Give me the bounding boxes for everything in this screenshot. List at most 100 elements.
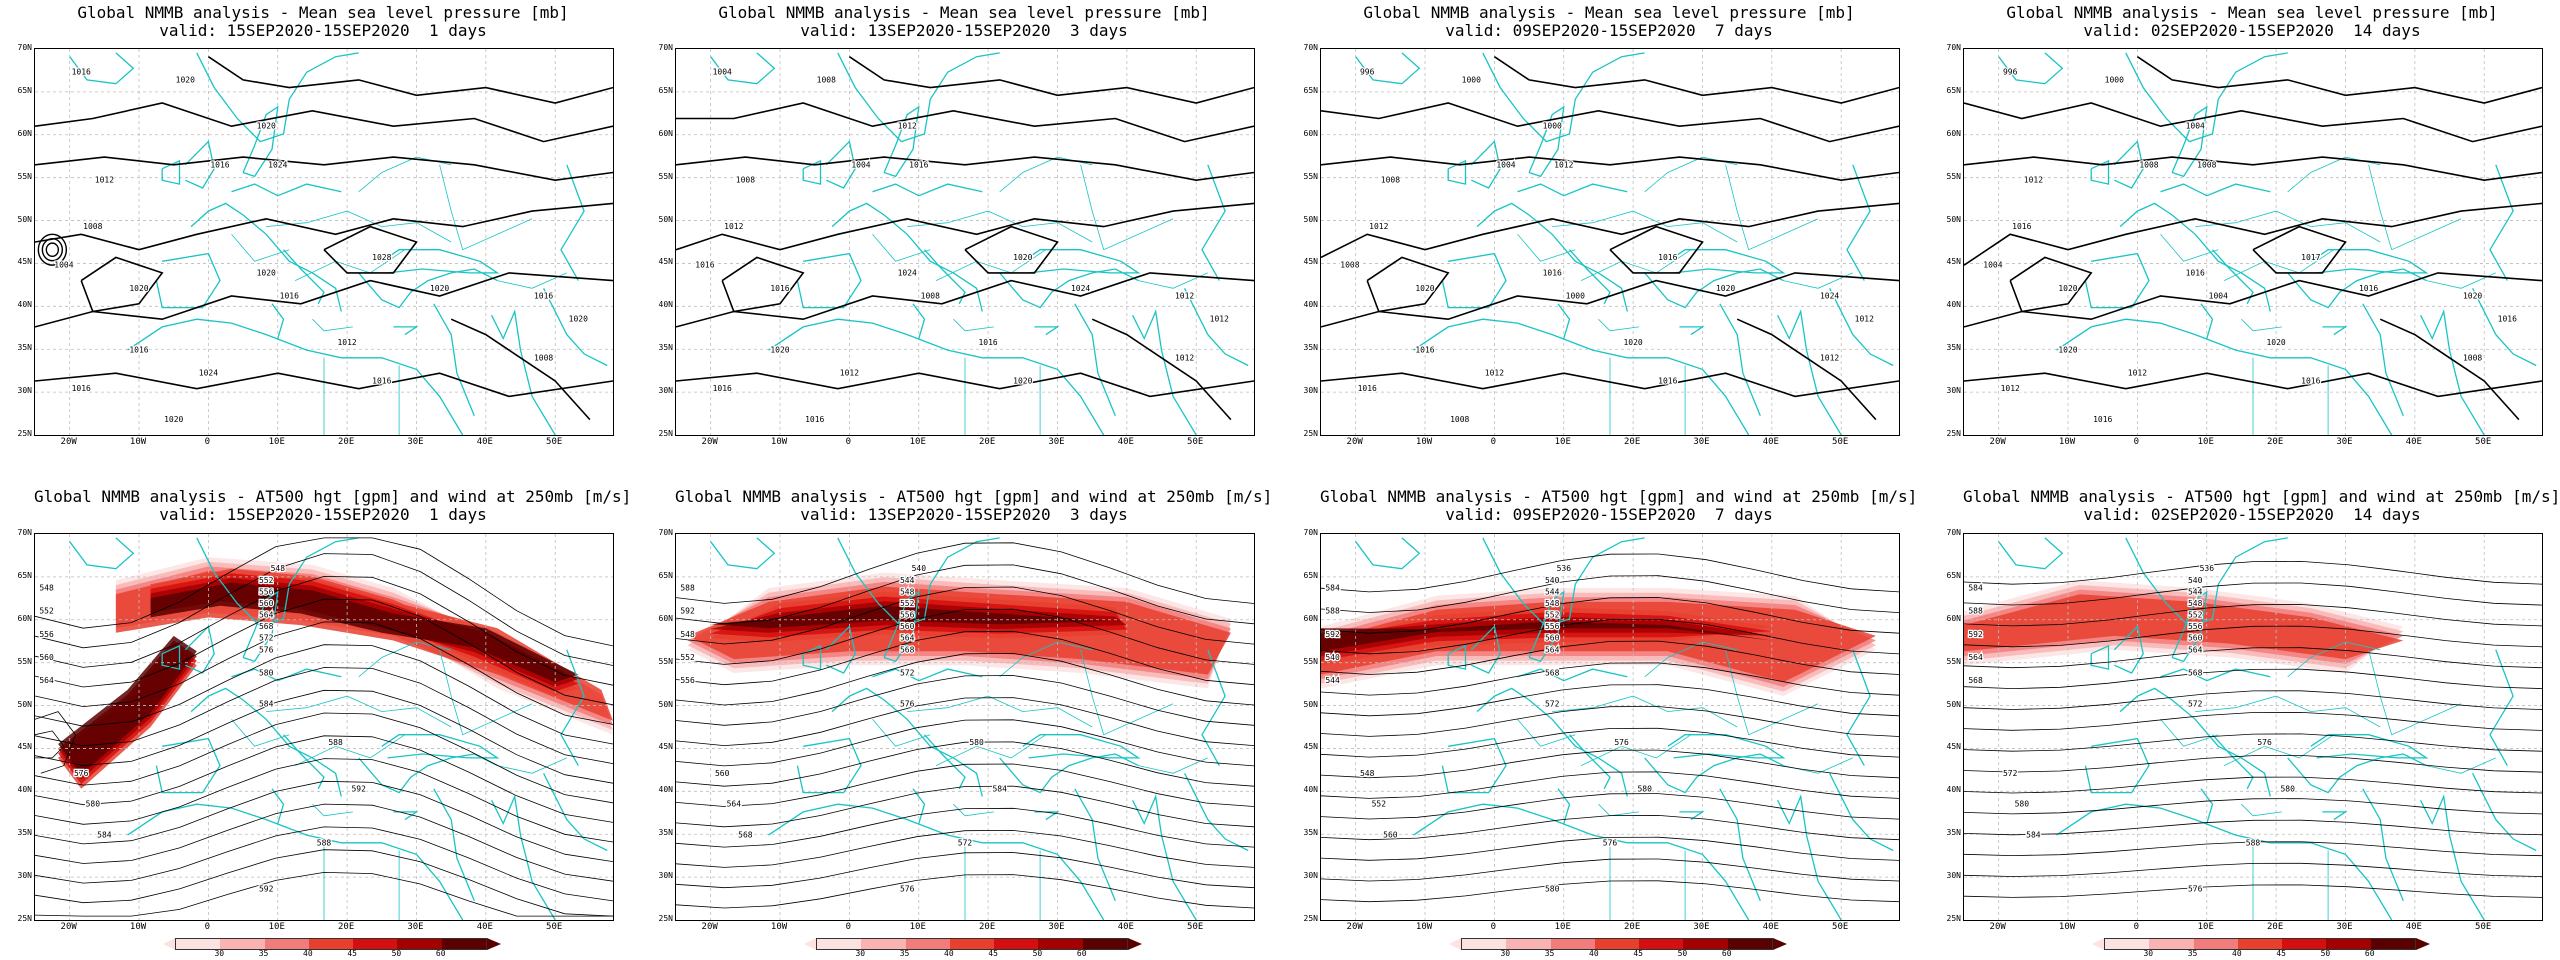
country-border	[1517, 234, 1576, 262]
country-border	[953, 803, 994, 817]
height-contour	[1321, 836, 1899, 861]
contour-label: 548	[900, 587, 915, 596]
longitude-label: 30E	[2336, 437, 2353, 447]
coastline	[1998, 52, 2064, 85]
coastline	[831, 202, 983, 312]
latitude-label: 60N	[658, 128, 673, 138]
height-contour	[676, 564, 1254, 625]
coastline	[161, 159, 181, 185]
contour-label: 536	[2200, 564, 2215, 573]
contour-label: 564	[39, 676, 54, 685]
coastline	[831, 687, 983, 797]
latitude-label: 50N	[17, 214, 32, 224]
contour-label: 1012	[1855, 315, 1874, 324]
contour-label: 548	[680, 630, 695, 639]
coastline	[1528, 105, 1565, 178]
colorbar-bar	[2104, 938, 2416, 950]
coastline	[190, 687, 342, 797]
coastline	[1829, 773, 1894, 852]
isobar	[35, 156, 613, 182]
coastline	[1355, 537, 1421, 570]
longitude-label: 10W	[1415, 922, 1433, 932]
latitude-label: 30N	[17, 386, 32, 396]
height-contour	[1321, 749, 1899, 779]
contour-label: 1016	[2498, 315, 2517, 324]
longitude-label: 40E	[1762, 437, 1779, 447]
coastline	[2056, 803, 2393, 920]
map-area: 548 552 556 560 564 568 572 576 580 584 588 592 548 5…	[34, 533, 614, 921]
coastline	[1022, 249, 1141, 274]
country-border	[231, 719, 290, 747]
coastline	[283, 249, 325, 305]
latitude-label: 30N	[1303, 871, 1318, 881]
coastline	[2212, 249, 2254, 305]
contour-label: 552	[2188, 611, 2203, 620]
contour-label: 1008	[2197, 160, 2216, 169]
coastline	[1644, 268, 1784, 309]
coastline	[1447, 159, 1467, 185]
contour-label: 548	[39, 584, 54, 593]
height-contour	[676, 874, 1254, 909]
latitude-label: 25N	[658, 914, 673, 923]
coastline	[1679, 326, 1705, 336]
country-border	[953, 318, 994, 332]
wind-speed-shading	[115, 571, 613, 721]
height-contour	[676, 542, 1254, 604]
latitude-label: 70N	[17, 43, 32, 52]
colorbar-segment	[2193, 939, 2238, 949]
contour-label: 1012	[1210, 315, 1229, 324]
contour-label: 1020	[257, 122, 276, 131]
latitude-label: 45N	[658, 257, 673, 267]
colorbar-tick-label: 45	[988, 949, 998, 958]
coastline	[2200, 303, 2214, 339]
latitude-label: 35N	[17, 828, 32, 838]
colorbar-tick-label: 60	[2364, 949, 2375, 958]
low-pressure-center	[37, 233, 68, 266]
coastline	[825, 625, 856, 674]
contour-label: 588	[680, 584, 695, 593]
contour-label: 1012	[724, 222, 743, 231]
panel-title: Global NMMB analysis - AT500 hgt [gpm] a…	[34, 487, 632, 506]
latitude-label: 55N	[1946, 171, 1961, 181]
map-canvas: 1004 1008 1012 1004 1008 1012 1016 1016 1020 1024…	[676, 49, 1254, 435]
latitude-label: 35N	[1303, 828, 1318, 838]
country-border	[907, 210, 1093, 243]
contour-label: 560	[259, 599, 274, 608]
coastline	[1201, 649, 1226, 766]
height-contour	[676, 763, 1254, 807]
isobar	[35, 372, 613, 398]
panel-valid-period: valid: 02SEP2020-15SEP2020 14 days	[2083, 505, 2421, 524]
colorbar-tick-label: 35	[899, 949, 910, 958]
coastline	[1667, 249, 1786, 274]
latitude-label: 55N	[1946, 656, 1961, 666]
country-border	[2368, 164, 2462, 251]
colorbar-segment	[1550, 939, 1595, 949]
colorbar-segment	[861, 939, 906, 949]
contour-label: 1020	[176, 75, 195, 84]
coastline	[358, 753, 498, 794]
colorbar-segment	[1082, 939, 1127, 949]
longitude-label: 10E	[1554, 922, 1571, 932]
longitude-label: 30E	[1693, 437, 1710, 447]
panel-title: Global NMMB analysis - AT500 hgt [gpm] a…	[1320, 487, 1918, 506]
map-canvas: 996 1000 1004 1008 1012 1016 1004 1008 1017 1016 1…	[1964, 49, 2542, 435]
longitude-label: 0	[1490, 922, 1497, 932]
latitude-label: 25N	[17, 429, 32, 438]
colorbar-tick-label: 40	[1589, 949, 1599, 958]
latitude-label: 70N	[658, 43, 673, 52]
map-area: 1016 1020 1020 1016 1012 1008 1004 1024 1028 1020…	[34, 48, 614, 436]
coastline	[825, 140, 856, 189]
isobar	[1964, 102, 2542, 143]
latitude-label: 35N	[658, 343, 673, 353]
contour-label: 1012	[337, 338, 356, 347]
colorbar-tick-label: 40	[944, 949, 954, 958]
height-contour	[35, 849, 613, 917]
coastline	[231, 183, 342, 197]
latitude-label: 35N	[1303, 343, 1318, 353]
latitude-label: 30N	[17, 871, 32, 881]
coastline	[1476, 202, 1628, 312]
country-border	[872, 719, 931, 747]
height-contour	[1321, 880, 1899, 903]
coastline	[710, 52, 776, 85]
longitude-label: 10W	[770, 922, 788, 932]
